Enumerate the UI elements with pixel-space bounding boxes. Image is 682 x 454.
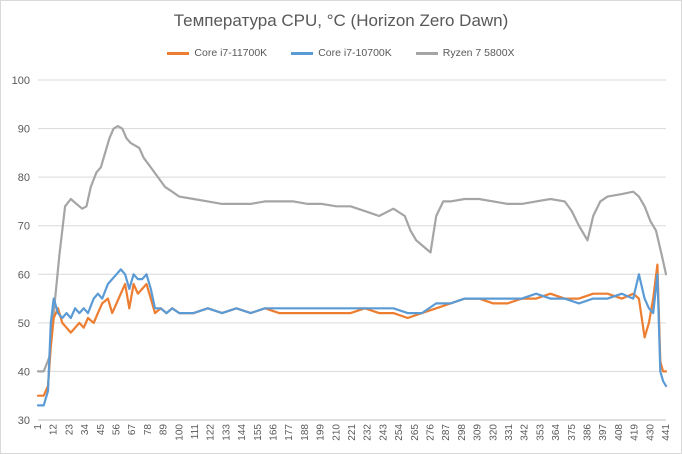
x-tick-label-221: 221	[347, 424, 358, 441]
x-tick-label-408: 408	[614, 424, 625, 441]
x-tick-label-254: 254	[394, 424, 405, 441]
x-tick-label-298: 298	[457, 424, 468, 441]
x-tick-label-265: 265	[410, 424, 421, 441]
x-tick-label-166: 166	[269, 424, 280, 441]
legend-label-series-0: Core i7-11700K	[194, 47, 268, 59]
x-tick-label-441: 441	[661, 424, 672, 441]
y-tick-label-100: 100	[12, 75, 30, 87]
legend-swatch-series-2	[415, 51, 438, 55]
x-tick-label-375: 375	[567, 424, 578, 441]
series-line-2	[36, 125, 668, 373]
x-tick-label-342: 342	[520, 424, 531, 441]
x-tick-label-320: 320	[488, 424, 499, 441]
y-tick-label-40: 40	[18, 366, 30, 378]
y-tick-label-50: 50	[18, 318, 30, 330]
x-tick-label-199: 199	[316, 424, 327, 441]
y-tick-label-30: 30	[18, 415, 30, 427]
legend-item-series-0: Core i7-11700K	[167, 47, 267, 59]
x-tick-label-155: 155	[253, 424, 264, 441]
chart-title: Температура CPU, °C (Horizon Zero Dawn)	[173, 11, 509, 30]
y-tick-label-80: 80	[18, 172, 30, 184]
x-tick-label-276: 276	[426, 424, 437, 441]
x-tick-label-397: 397	[598, 424, 609, 441]
y-tick-label-70: 70	[18, 221, 30, 233]
x-tick-label-1: 1	[33, 424, 44, 430]
x-tick-label-100: 100	[174, 424, 185, 441]
x-tick-label-331: 331	[504, 424, 515, 441]
x-tick-label-386: 386	[583, 424, 594, 441]
x-tick-label-419: 419	[630, 424, 641, 441]
y-tick-label-90: 90	[18, 124, 30, 136]
x-tick-label-45: 45	[96, 424, 107, 436]
x-tick-label-287: 287	[441, 424, 452, 441]
x-tick-label-56: 56	[112, 424, 123, 436]
legend-label-series-1: Core i7-10700K	[318, 47, 392, 59]
x-tick-label-133: 133	[221, 424, 232, 441]
x-tick-label-111: 111	[190, 424, 201, 440]
x-tick-label-144: 144	[237, 424, 248, 441]
legend-item-series-1: Core i7-10700K	[291, 47, 392, 59]
x-tick-label-309: 309	[473, 424, 484, 441]
x-tick-label-34: 34	[80, 424, 91, 436]
x-tick-label-177: 177	[284, 424, 295, 441]
x-tick-label-364: 364	[551, 424, 562, 441]
x-tick-label-210: 210	[331, 424, 342, 441]
legend-item-series-2: Ryzen 7 5800X	[415, 47, 515, 59]
x-tick-label-353: 353	[535, 424, 546, 441]
x-tick-label-78: 78	[143, 424, 154, 436]
legend-swatch-series-1	[291, 51, 314, 55]
legend-swatch-series-0	[167, 51, 190, 55]
legend: Core i7-11700K Core i7-10700K Ryzen 7 58…	[0, 47, 682, 59]
x-tick-label-122: 122	[206, 424, 217, 441]
legend-label-series-2: Ryzen 7 5800X	[442, 47, 515, 59]
x-tick-label-232: 232	[363, 424, 374, 441]
x-tick-label-430: 430	[645, 424, 656, 441]
x-tick-label-12: 12	[49, 424, 60, 436]
x-tick-label-89: 89	[159, 424, 170, 436]
series-line-1	[36, 268, 668, 407]
x-tick-label-243: 243	[378, 424, 389, 441]
x-tick-label-188: 188	[300, 424, 311, 441]
series-line-0	[36, 263, 668, 397]
y-tick-label-60: 60	[18, 269, 30, 281]
x-tick-label-23: 23	[64, 424, 75, 436]
x-tick-label-67: 67	[127, 424, 138, 436]
